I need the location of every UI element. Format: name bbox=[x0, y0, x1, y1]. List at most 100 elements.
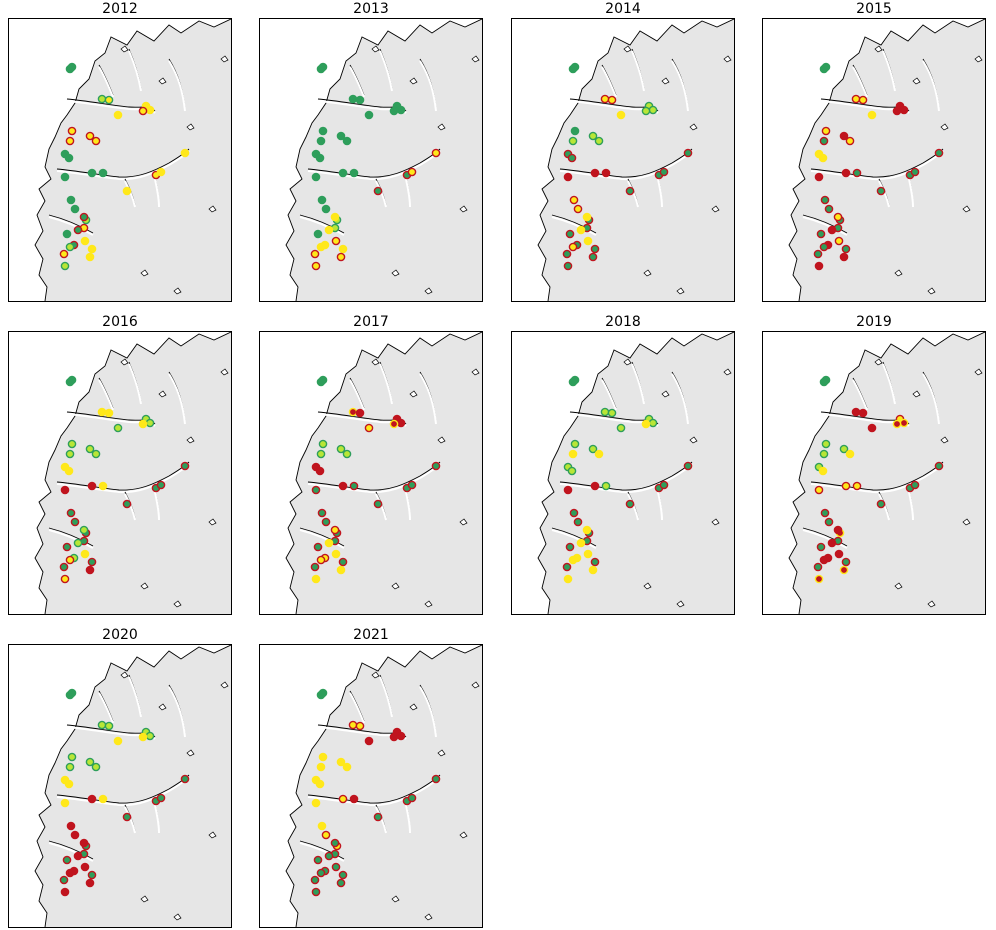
islet bbox=[912, 77, 921, 85]
site-marker bbox=[839, 131, 849, 141]
islet bbox=[962, 205, 971, 213]
fjord-water bbox=[405, 804, 411, 834]
site-marker bbox=[85, 131, 95, 141]
map-frame bbox=[511, 18, 735, 302]
site-marker bbox=[66, 821, 76, 831]
fjord-water bbox=[56, 150, 190, 181]
site-marker bbox=[576, 225, 586, 235]
map-panel-2013: 2013 bbox=[259, 0, 483, 302]
fjord-water bbox=[551, 216, 597, 236]
site-marker bbox=[315, 153, 325, 163]
site-marker bbox=[85, 252, 95, 262]
fjord-water bbox=[852, 379, 868, 411]
site-marker bbox=[85, 565, 95, 575]
fjord-water bbox=[48, 842, 94, 862]
site-marker bbox=[180, 461, 190, 471]
islet bbox=[643, 269, 652, 277]
site-marker bbox=[67, 126, 77, 136]
islet bbox=[391, 895, 400, 903]
coastline bbox=[34, 645, 231, 927]
fjord-water bbox=[299, 842, 345, 862]
islet bbox=[371, 45, 380, 53]
site-marker bbox=[407, 480, 417, 490]
site-marker bbox=[66, 195, 76, 205]
islet bbox=[437, 436, 446, 444]
fjord-water bbox=[802, 529, 848, 549]
site-marker bbox=[66, 508, 76, 518]
site-marker bbox=[145, 731, 155, 741]
site-marker bbox=[594, 449, 604, 459]
fjord-outline bbox=[802, 214, 848, 234]
site-marker bbox=[563, 261, 573, 271]
site-marker bbox=[582, 525, 592, 535]
islet bbox=[940, 436, 949, 444]
site-marker bbox=[98, 168, 108, 178]
map-panel-2012: 2012 bbox=[8, 0, 232, 302]
islet bbox=[158, 703, 167, 711]
site-marker bbox=[648, 105, 658, 115]
site-marker bbox=[582, 212, 592, 222]
map-svg bbox=[763, 332, 985, 614]
islet bbox=[120, 358, 129, 366]
fjord-water bbox=[375, 180, 387, 208]
site-marker bbox=[313, 542, 323, 552]
islet bbox=[676, 600, 685, 608]
fjord-water bbox=[375, 493, 387, 521]
map-svg bbox=[9, 645, 231, 927]
site-marker bbox=[601, 168, 611, 178]
sea-area bbox=[512, 19, 734, 301]
site-marker bbox=[845, 449, 855, 459]
site-marker bbox=[336, 444, 346, 454]
site-marker bbox=[659, 480, 669, 490]
site-marker bbox=[821, 375, 831, 385]
site-marker bbox=[396, 418, 406, 428]
islet bbox=[173, 600, 182, 608]
site-marker bbox=[324, 851, 334, 861]
fjord-water bbox=[419, 686, 437, 738]
site-marker bbox=[67, 439, 77, 449]
site-marker bbox=[145, 105, 155, 115]
site-marker bbox=[570, 126, 580, 136]
site-marker bbox=[364, 110, 374, 120]
islet bbox=[623, 45, 632, 53]
fjord-water bbox=[908, 178, 914, 208]
site-marker bbox=[858, 95, 868, 105]
site-marker bbox=[876, 499, 886, 509]
site-marker bbox=[821, 439, 831, 449]
fjord-water bbox=[559, 150, 693, 181]
fjord-water bbox=[48, 216, 94, 236]
islet bbox=[186, 436, 195, 444]
islet bbox=[371, 671, 380, 679]
site-marker bbox=[138, 106, 148, 116]
fjord-water bbox=[671, 60, 689, 112]
fjord-water bbox=[379, 676, 393, 718]
site-marker bbox=[431, 461, 441, 471]
site-marker bbox=[816, 542, 826, 552]
fjord-water bbox=[124, 493, 136, 521]
site-marker bbox=[570, 439, 580, 449]
islet bbox=[623, 358, 632, 366]
site-marker bbox=[336, 131, 346, 141]
site-marker bbox=[813, 249, 823, 259]
site-marker bbox=[389, 106, 399, 116]
site-marker bbox=[180, 774, 190, 784]
site-marker bbox=[156, 480, 166, 490]
site-marker bbox=[338, 870, 348, 880]
site-marker bbox=[336, 252, 346, 262]
site-marker bbox=[65, 449, 75, 459]
site-marker bbox=[373, 186, 383, 196]
site-marker bbox=[310, 875, 320, 885]
site-marker bbox=[321, 204, 331, 214]
site-marker bbox=[683, 461, 693, 471]
site-marker bbox=[349, 794, 359, 804]
site-marker bbox=[820, 508, 830, 518]
site-marker bbox=[570, 375, 580, 385]
site-marker bbox=[839, 252, 849, 262]
site-marker bbox=[841, 481, 851, 491]
map-svg bbox=[763, 19, 985, 301]
fjord-water bbox=[657, 178, 663, 208]
fjord-water bbox=[98, 66, 114, 98]
fjord-water bbox=[657, 491, 663, 521]
site-marker bbox=[91, 449, 101, 459]
site-marker bbox=[820, 195, 830, 205]
